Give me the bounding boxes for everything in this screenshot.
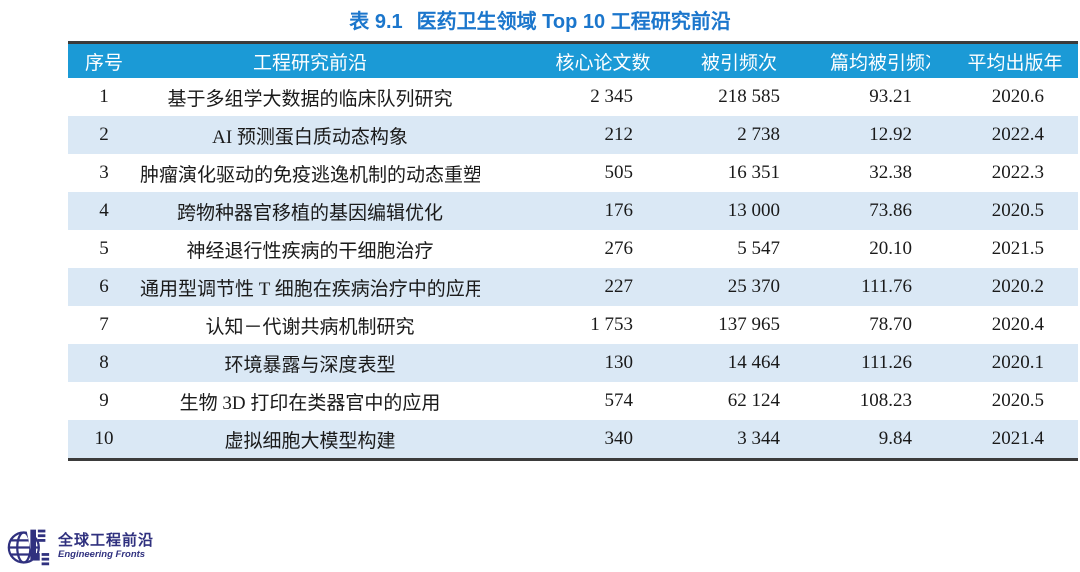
table-row: 8 环境暴露与深度表型 130 14 464 111.26 2020.1 <box>68 344 1078 382</box>
cell-citations-per-paper: 9.84 <box>878 428 912 449</box>
column-header-front: 工程研究前沿 <box>140 42 480 78</box>
cell-citations-per-paper: 93.21 <box>869 86 912 107</box>
table-row: 4 跨物种器官移植的基因编辑优化 176 13 000 73.86 2020.5 <box>68 192 1078 230</box>
cell-research-front: AI 预测蛋白质动态构象 <box>212 126 408 148</box>
cell-mean-year: 2020.1 <box>991 352 1044 373</box>
column-header-mean-year: 平均出版年 <box>930 42 1078 78</box>
cell-citations: 2 738 <box>737 124 780 145</box>
research-fronts-table: 序号 工程研究前沿 核心论文数 被引频次 篇均被引频次 平均出版年 1 基于多组… <box>68 41 1078 461</box>
table-row: 5 神经退行性疾病的干细胞治疗 276 5 547 20.10 2021.5 <box>68 230 1078 268</box>
cell-research-front: 基于多组学大数据的临床队列研究 <box>167 88 453 110</box>
globe-icon <box>7 525 50 568</box>
cell-citations-per-paper: 12.92 <box>869 124 912 145</box>
cell-no: 6 <box>99 276 109 297</box>
cell-mean-year: 2020.2 <box>991 276 1044 297</box>
cell-mean-year: 2020.5 <box>991 200 1044 221</box>
cell-core-papers: 212 <box>604 124 634 145</box>
cell-no: 7 <box>99 314 109 335</box>
column-header-core-papers: 核心论文数 <box>480 42 660 78</box>
cell-core-papers: 130 <box>604 352 634 373</box>
cell-core-papers: 505 <box>604 162 634 183</box>
cell-citations: 5 547 <box>737 238 780 259</box>
cell-research-front: 生物 3D 打印在类器官中的应用 <box>179 392 441 414</box>
cell-core-papers: 227 <box>604 276 634 297</box>
cell-citations-per-paper: 32.38 <box>869 162 912 183</box>
column-header-citations-per-paper: 篇均被引频次 <box>785 42 930 78</box>
table-row: 7 认知－代谢共病机制研究 1 753 137 965 78.70 2020.4 <box>68 306 1078 344</box>
cell-core-papers: 176 <box>604 200 634 221</box>
cell-citations-per-paper: 73.86 <box>869 200 912 221</box>
cell-mean-year: 2020.6 <box>991 86 1044 107</box>
cell-mean-year: 2022.4 <box>991 124 1044 145</box>
cell-citations-per-paper: 78.70 <box>869 314 912 335</box>
table-title: 表 9.1 医药卫生领域 Top 10 工程研究前沿 <box>0 9 1080 35</box>
cell-research-front: 认知－代谢共病机制研究 <box>205 316 415 338</box>
cell-mean-year: 2021.4 <box>991 428 1044 449</box>
cell-research-front: 神经退行性疾病的干细胞治疗 <box>186 240 434 262</box>
table-row: 1 基于多组学大数据的临床队列研究 2 345 218 585 93.21 20… <box>68 78 1078 116</box>
cell-citations: 3 344 <box>737 428 780 449</box>
cell-research-front: 跨物种器官移植的基因编辑优化 <box>176 202 443 224</box>
cell-no: 10 <box>94 428 114 449</box>
cell-no: 2 <box>99 124 109 145</box>
table-row: 9 生物 3D 打印在类器官中的应用 574 62 124 108.23 202… <box>68 382 1078 420</box>
cell-citations-per-paper: 111.26 <box>861 352 912 373</box>
cell-mean-year: 2021.5 <box>991 238 1044 259</box>
cell-citations: 62 124 <box>727 390 780 411</box>
cell-citations-per-paper: 111.76 <box>861 276 912 297</box>
table-title-text: 医药卫生领域 Top 10 工程研究前沿 <box>416 11 731 33</box>
table-row: 2 AI 预测蛋白质动态构象 212 2 738 12.92 2022.4 <box>68 116 1078 154</box>
column-header-citations: 被引频次 <box>660 42 785 78</box>
cell-core-papers: 1 753 <box>590 314 633 335</box>
table-number: 表 9.1 <box>349 11 403 33</box>
table-header-row: 序号 工程研究前沿 核心论文数 被引频次 篇均被引频次 平均出版年 <box>68 42 1078 78</box>
table-body: 1 基于多组学大数据的临床队列研究 2 345 218 585 93.21 20… <box>68 78 1078 460</box>
cell-citations: 137 965 <box>718 314 780 335</box>
cell-mean-year: 2022.3 <box>991 162 1044 183</box>
table-row: 10 虚拟细胞大模型构建 340 3 344 9.84 2021.4 <box>68 420 1078 460</box>
logo-text: 全球工程前沿 Engineering Fronts <box>58 532 155 561</box>
table-row: 3 肿瘤演化驱动的免疫逃逸机制的动态重塑 505 16 351 32.38 20… <box>68 154 1078 192</box>
cell-citations: 13 000 <box>727 200 780 221</box>
cell-citations: 25 370 <box>727 276 780 297</box>
cell-no: 5 <box>99 238 109 259</box>
cell-core-papers: 276 <box>604 238 634 259</box>
cell-citations: 14 464 <box>727 352 780 373</box>
cell-no: 4 <box>99 200 109 221</box>
cell-research-front: 肿瘤演化驱动的免疫逃逸机制的动态重塑 <box>140 164 480 186</box>
cell-citations-per-paper: 108.23 <box>859 390 912 411</box>
cell-no: 8 <box>99 352 109 373</box>
cell-mean-year: 2020.5 <box>991 390 1044 411</box>
table-row: 6 通用型调节性 T 细胞在疾病治疗中的应用 227 25 370 111.76… <box>68 268 1078 306</box>
logo-name-en: Engineering Fronts <box>58 549 146 560</box>
cell-core-papers: 2 345 <box>590 86 633 107</box>
cell-core-papers: 340 <box>604 428 634 449</box>
research-fronts-table-wrap: 序号 工程研究前沿 核心论文数 被引频次 篇均被引频次 平均出版年 1 基于多组… <box>68 41 1078 461</box>
cell-citations: 218 585 <box>718 86 780 107</box>
logo-name-cn: 全球工程前沿 <box>58 532 155 549</box>
column-header-no: 序号 <box>68 42 140 78</box>
cell-citations-per-paper: 20.10 <box>869 238 912 259</box>
cell-research-front: 环境暴露与深度表型 <box>224 354 396 376</box>
cell-research-front: 通用型调节性 T 细胞在疾病治疗中的应用 <box>140 278 480 300</box>
cell-no: 9 <box>99 390 109 411</box>
cell-mean-year: 2020.4 <box>991 314 1044 335</box>
cell-core-papers: 574 <box>604 390 634 411</box>
cell-research-front: 虚拟细胞大模型构建 <box>224 430 396 452</box>
cell-no: 1 <box>99 86 109 107</box>
cell-citations: 16 351 <box>727 162 780 183</box>
cell-no: 3 <box>99 162 109 183</box>
engineering-fronts-logo: 全球工程前沿 Engineering Fronts <box>6 524 154 569</box>
